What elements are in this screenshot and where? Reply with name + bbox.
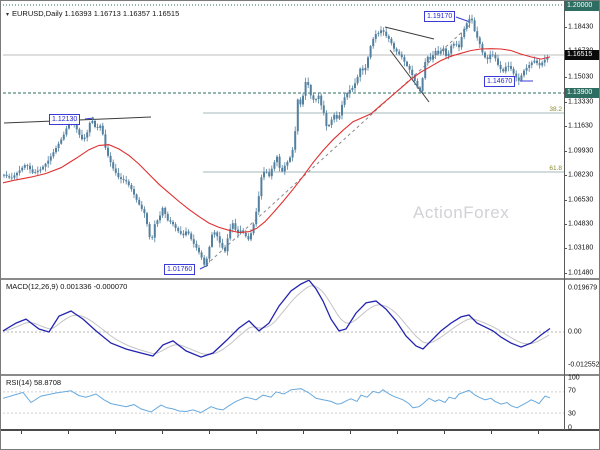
date-tick-mark (68, 431, 69, 434)
price-axis-border (564, 1, 565, 430)
ohlc-values: 1.16393 1.16713 1.16357 1.16515 (64, 9, 180, 18)
price-tick-mark (564, 224, 567, 225)
price-tick-mark (564, 273, 567, 274)
price-tick-mark (564, 77, 567, 78)
macd-title: MACD(12,26,9) 0.001336 -0.000070 (6, 282, 127, 291)
rsi-scale-label: 70 (568, 387, 576, 395)
date-tick-mark (350, 431, 351, 434)
price-tick-label: 1.11630 (568, 122, 593, 130)
rsi-scale-label: 30 (568, 410, 576, 418)
macd-scale-label: 0.019679 (568, 284, 598, 292)
price-level-annotation[interactable]: 1.19170 (424, 11, 456, 22)
date-tick-mark (538, 431, 539, 434)
price-tick-label: 1.06530 (568, 196, 594, 204)
price-tick-label: 1.01480 (568, 269, 594, 277)
macd-current-values: 0.001336 -0.000070 (60, 282, 128, 291)
price-tick-mark (564, 175, 567, 176)
pane-splitter-rsi[interactable] (1, 374, 599, 376)
price-level-label: 1.20000 (565, 1, 599, 11)
rsi-indicator-chart[interactable] (1, 376, 564, 429)
date-tick-mark (397, 431, 398, 434)
date-axis-separator (1, 429, 599, 431)
pane-splitter-macd[interactable] (1, 278, 599, 280)
date-axis[interactable]: 5 Jul 202420 Aug 20243 Oct 202418 Nov 20… (1, 431, 599, 449)
main-price-chart[interactable] (1, 1, 564, 280)
price-tick-mark (564, 126, 567, 127)
price-tick-mark (564, 27, 567, 28)
fibonacci-level-label: 38.2 (549, 106, 562, 113)
price-tick-mark (564, 200, 567, 201)
rsi-scale-label: 0 (568, 424, 572, 432)
price-level-annotation[interactable]: 1.01760 (164, 264, 196, 275)
date-tick-mark (21, 431, 22, 434)
rsi-scale-label: 100 (568, 374, 580, 382)
date-tick-mark (162, 431, 163, 434)
date-tick-mark (256, 431, 257, 434)
chevron-down-icon[interactable]: ▾ (6, 12, 10, 18)
price-level-annotation[interactable]: 1.14670 (484, 76, 516, 87)
macd-scale-label: -0.012552 (568, 361, 600, 369)
macd-indicator-chart[interactable] (1, 280, 564, 374)
price-tick-mark (564, 248, 567, 249)
macd-scale-label: 0.00 (568, 328, 582, 336)
price-tick-label: 1.09930 (568, 147, 594, 155)
current-price-label: 1.16515 (565, 50, 599, 60)
rsi-title: RSI(14) 58.8708 (6, 378, 61, 387)
date-tick-mark (209, 431, 210, 434)
actionforex-watermark: ActionForex (413, 203, 510, 222)
date-tick-mark (491, 431, 492, 434)
symbol-timeframe-label: EURUSD,Daily (12, 9, 63, 18)
date-tick-mark (115, 431, 116, 434)
price-level-label: 1.13900 (565, 88, 599, 98)
fibonacci-level-label: 61.8 (549, 165, 562, 172)
price-tick-label: 1.08230 (568, 171, 594, 179)
price-tick-label: 1.03180 (568, 244, 594, 252)
price-tick-mark (564, 102, 567, 103)
price-tick-label: 1.15030 (568, 73, 594, 81)
date-tick-mark (303, 431, 304, 434)
price-tick-label: 1.18430 (568, 23, 594, 31)
price-tick-label: 1.04830 (568, 220, 594, 228)
chart-title-bar: ▾ EURUSD,Daily 1.16393 1.16713 1.16357 1.… (6, 9, 179, 18)
rsi-indicator-name: RSI(14) (6, 378, 32, 387)
macd-indicator-name: MACD(12,26,9) (6, 282, 59, 291)
price-tick-label: 1.13330 (568, 98, 594, 106)
price-level-annotation[interactable]: 1.12130 (49, 114, 81, 125)
price-tick-mark (564, 151, 567, 152)
rsi-current-value: 58.8708 (33, 378, 62, 387)
date-tick-mark (444, 431, 445, 434)
